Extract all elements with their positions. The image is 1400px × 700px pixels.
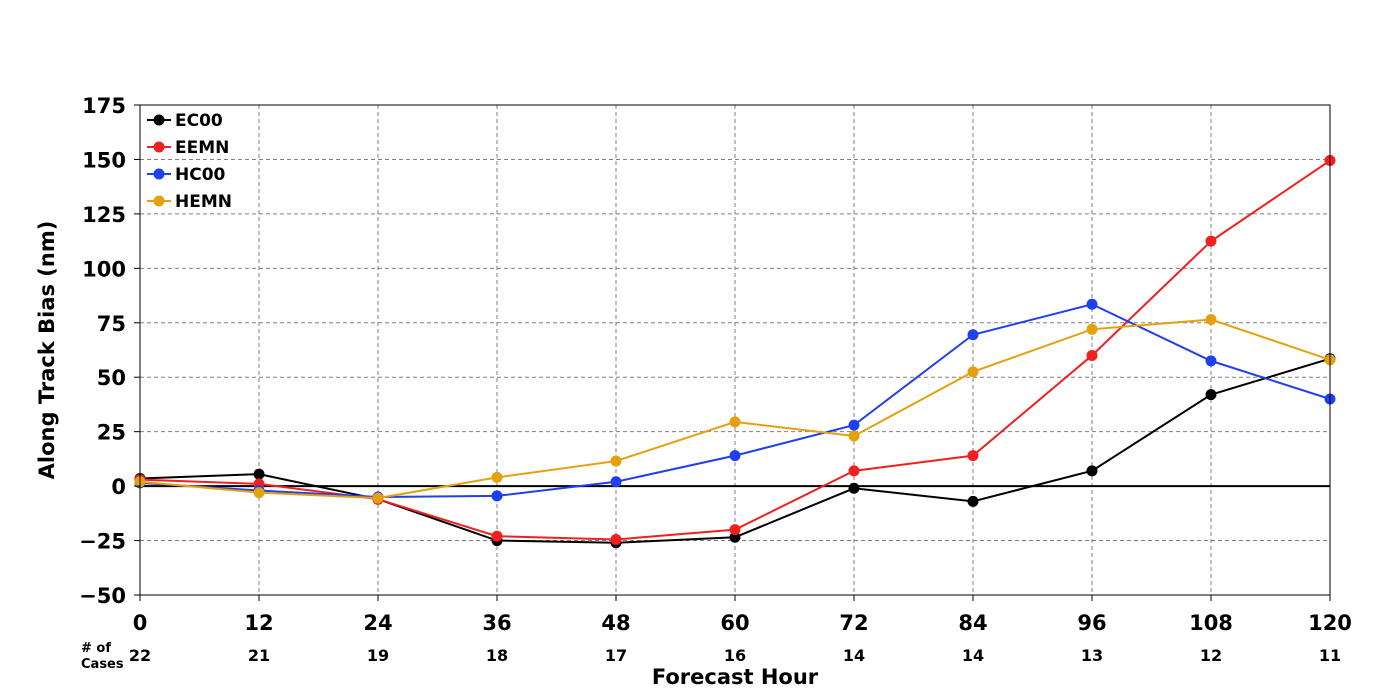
- case-count-label: 14: [843, 646, 865, 665]
- cases-title-line2: Cases: [81, 657, 124, 672]
- data-point: [1205, 355, 1217, 367]
- series-layer: [134, 155, 1336, 549]
- data-point: [1086, 465, 1098, 477]
- data-point: [848, 465, 860, 477]
- legend-label: HEMN: [175, 192, 232, 212]
- case-count-label: 11: [1319, 646, 1341, 665]
- case-count-label: 12: [1200, 646, 1222, 665]
- data-point: [729, 416, 741, 428]
- y-tick-label: 100: [82, 257, 126, 281]
- legend-label: EEMN: [175, 138, 229, 158]
- x-tick-label: 72: [839, 611, 868, 635]
- x-tick-label: 36: [482, 611, 511, 635]
- data-point: [491, 471, 503, 483]
- grid-layer: [140, 105, 1330, 595]
- x-tick-label: 96: [1077, 611, 1106, 635]
- data-point: [848, 482, 860, 494]
- data-point: [1086, 298, 1098, 310]
- data-point: [253, 468, 265, 480]
- x-tick-label: 84: [958, 611, 987, 635]
- legend-entry-ec00: EC00: [147, 111, 223, 131]
- data-point: [967, 366, 979, 378]
- legend-marker-swatch: [153, 114, 165, 126]
- y-tick-label: 75: [97, 312, 126, 336]
- cases-row: 22 21 19 18 17 16 14 14 13 12 11: [129, 646, 1341, 665]
- case-count-label: 18: [486, 646, 508, 665]
- data-point: [1205, 389, 1217, 401]
- y-tick-label: −25: [79, 530, 126, 554]
- x-tick-label: 60: [720, 611, 749, 635]
- case-count-label: 13: [1081, 646, 1103, 665]
- data-point: [967, 329, 979, 341]
- legend-entry-hemn: HEMN: [147, 192, 232, 212]
- legend-marker-swatch: [153, 168, 165, 180]
- x-tick-label: 12: [244, 611, 273, 635]
- x-axis-ticks: 0 12 24 36 48 60 72 84 96 108 120: [133, 595, 1352, 635]
- legend: EC00 EEMN HC00 HEMN: [147, 111, 232, 212]
- data-point: [1205, 314, 1217, 326]
- y-tick-label: 125: [82, 203, 126, 227]
- data-point: [729, 531, 741, 543]
- case-count-label: 19: [367, 646, 389, 665]
- y-tick-label: 0: [111, 475, 126, 499]
- y-tick-label: 150: [82, 148, 126, 172]
- legend-label: HC00: [175, 165, 226, 185]
- x-tick-label: 48: [601, 611, 630, 635]
- y-tick-label: −50: [79, 584, 126, 608]
- y-tick-label: 175: [82, 94, 126, 118]
- legend-marker-swatch: [153, 195, 165, 207]
- cases-title-line1: # of: [81, 641, 111, 656]
- data-point: [1205, 235, 1217, 247]
- case-count-label: 21: [248, 646, 270, 665]
- data-point: [610, 455, 622, 467]
- legend-entry-hc00: HC00: [147, 165, 226, 185]
- y-axis-title: Along Track Bias (nm): [35, 221, 59, 480]
- y-axis-ticks: −50 −25 0 25 50 75 100 125 150 175: [79, 94, 140, 608]
- data-point: [729, 450, 741, 462]
- legend-entry-eemn: EEMN: [147, 138, 229, 158]
- case-count-label: 17: [605, 646, 627, 665]
- x-axis-title: Forecast Hour: [652, 665, 819, 689]
- case-count-label: 16: [724, 646, 746, 665]
- x-tick-label: 120: [1308, 611, 1352, 635]
- y-tick-label: 50: [97, 366, 126, 390]
- y-tick-label: 25: [97, 421, 126, 445]
- data-point: [1086, 323, 1098, 335]
- x-tick-label: 24: [363, 611, 392, 635]
- data-point: [967, 450, 979, 462]
- data-point: [1086, 349, 1098, 361]
- data-point: [491, 490, 503, 502]
- x-tick-label: 108: [1189, 611, 1233, 635]
- data-point: [848, 419, 860, 431]
- data-point: [253, 487, 265, 499]
- legend-marker-swatch: [153, 141, 165, 153]
- x-tick-label: 0: [133, 611, 148, 635]
- data-point: [848, 430, 860, 442]
- data-point: [610, 533, 622, 545]
- data-point: [610, 476, 622, 488]
- data-point: [491, 530, 503, 542]
- data-point: [372, 492, 384, 504]
- data-point: [729, 524, 741, 536]
- case-count-label: 14: [962, 646, 984, 665]
- case-count-label: 22: [129, 646, 151, 665]
- legend-label: EC00: [175, 111, 223, 131]
- data-point: [967, 495, 979, 507]
